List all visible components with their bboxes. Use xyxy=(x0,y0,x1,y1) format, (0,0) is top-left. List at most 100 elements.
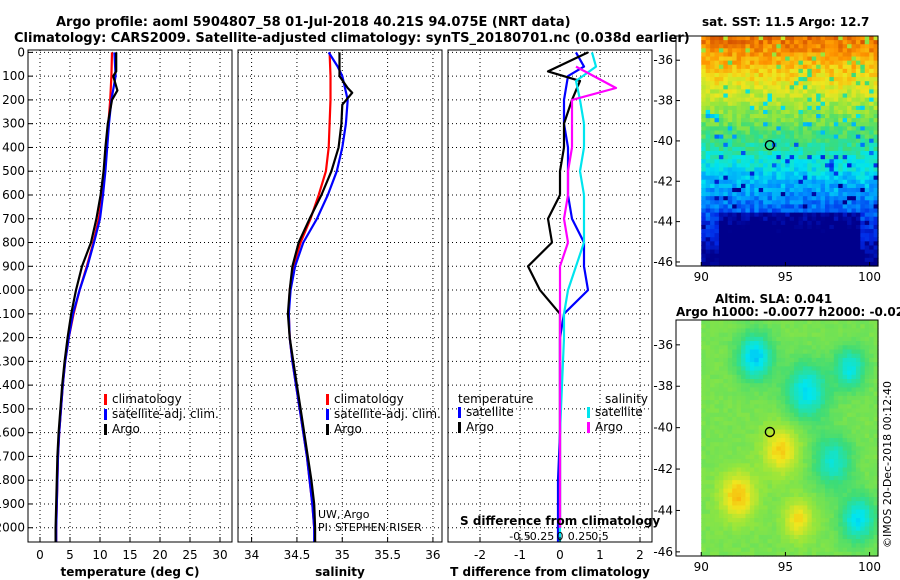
heatmap-cell xyxy=(807,534,813,540)
heatmap-cell xyxy=(794,328,800,334)
heatmap-cell xyxy=(794,72,800,78)
heatmap-cell xyxy=(816,353,822,359)
heatmap-cell xyxy=(710,171,716,177)
heatmap-cell xyxy=(842,480,848,485)
heatmap-cell xyxy=(816,105,822,111)
heatmap-cell xyxy=(807,374,813,380)
heatmap-cell xyxy=(727,395,733,401)
heatmap-cell xyxy=(780,421,786,426)
heatmap-cell xyxy=(710,212,716,218)
heatmap-cell xyxy=(710,370,716,376)
heatmap-cell xyxy=(794,425,800,431)
heatmap-cell xyxy=(864,229,870,234)
heatmap-cell xyxy=(710,421,716,426)
heatmap-cell xyxy=(754,370,760,376)
heatmap-cell xyxy=(811,328,817,334)
heatmap-cell xyxy=(718,518,724,523)
heatmap-cell xyxy=(736,224,742,230)
heatmap-cell xyxy=(745,488,751,494)
heatmap-cell xyxy=(869,175,875,181)
heatmap-cell xyxy=(789,353,795,359)
heatmap-cell xyxy=(838,48,844,54)
heatmap-cell xyxy=(745,492,751,498)
heatmap-cell xyxy=(736,179,742,185)
heatmap-cell xyxy=(869,341,875,346)
heatmap-cell xyxy=(710,488,716,494)
heatmap-cell xyxy=(723,341,729,346)
heatmap-cell xyxy=(736,362,742,367)
heatmap-cell xyxy=(851,429,857,435)
heatmap-cell xyxy=(714,547,720,553)
depth-tick-label: 1400 xyxy=(0,378,25,392)
heatmap-cell xyxy=(851,391,857,397)
heatmap-cell xyxy=(824,44,830,49)
heatmap-cell xyxy=(820,171,826,177)
heatmap-cell xyxy=(763,249,769,255)
heatmap-cell xyxy=(771,408,777,414)
heatmap-cell xyxy=(789,505,795,511)
heatmap-cell xyxy=(811,175,817,181)
heatmap-cell xyxy=(798,196,804,201)
heatmap-cell xyxy=(714,68,720,74)
heatmap-cell xyxy=(794,370,800,376)
heatmap-cell xyxy=(842,387,848,393)
heatmap-cell xyxy=(763,497,769,502)
heatmap-cell xyxy=(745,245,751,251)
heatmap-cell xyxy=(842,379,848,384)
heatmap-cell xyxy=(710,52,716,58)
heatmap-cell xyxy=(727,64,733,70)
heatmap-cell xyxy=(741,216,747,222)
heatmap-cell xyxy=(785,551,791,557)
heatmap-cell xyxy=(701,171,707,177)
heatmap-cell xyxy=(701,155,707,160)
heatmap-cell xyxy=(838,366,844,372)
heatmap-cell xyxy=(780,454,786,460)
heatmap-cell xyxy=(838,142,844,148)
heatmap-cell xyxy=(860,56,866,62)
heatmap-cell xyxy=(842,249,848,255)
heatmap-cell xyxy=(869,122,875,127)
heatmap-cell xyxy=(741,200,747,205)
heatmap-cell xyxy=(741,349,747,355)
heatmap-cell xyxy=(869,345,875,351)
heatmap-cell xyxy=(816,366,822,372)
heatmap-cell xyxy=(855,328,861,334)
heatmap-cell xyxy=(736,425,742,431)
heatmap-cell xyxy=(838,93,844,99)
heatmap-cell xyxy=(820,229,826,234)
heatmap-cell xyxy=(701,40,707,45)
heatmap-cell xyxy=(727,332,733,338)
heatmap-cell xyxy=(833,518,839,523)
heatmap-cell xyxy=(820,362,826,367)
heatmap-cell xyxy=(864,412,870,418)
heatmap-cell xyxy=(718,475,724,481)
heatmap-cell xyxy=(860,60,866,66)
heatmap-cell xyxy=(758,48,764,54)
heatmap-cell xyxy=(710,85,716,90)
heatmap-cell xyxy=(807,72,813,78)
heatmap-cell xyxy=(798,105,804,111)
heatmap-cell xyxy=(749,216,755,222)
heatmap-cell xyxy=(749,509,755,515)
heatmap-cell xyxy=(745,175,751,181)
heatmap-cell xyxy=(736,412,742,418)
heatmap-cell xyxy=(794,36,800,41)
heatmap-cell xyxy=(745,224,751,230)
heatmap-cell xyxy=(732,138,738,144)
heatmap-cell xyxy=(736,253,742,259)
heatmap-cell xyxy=(807,130,813,136)
heatmap-cell xyxy=(785,513,791,519)
heatmap-cell xyxy=(807,492,813,498)
heatmap-cell xyxy=(855,109,861,115)
heatmap-cell xyxy=(869,171,875,177)
heatmap-cell xyxy=(798,534,804,540)
heatmap-cell xyxy=(780,237,786,242)
heatmap-cell xyxy=(816,480,822,485)
heatmap-cell xyxy=(736,109,742,115)
heatmap-cell xyxy=(785,408,791,414)
heatmap-cell xyxy=(701,233,707,238)
heatmap-cell xyxy=(763,212,769,218)
heatmap-cell xyxy=(741,522,747,528)
heatmap-cell xyxy=(710,497,716,502)
heatmap-cell xyxy=(785,383,791,389)
